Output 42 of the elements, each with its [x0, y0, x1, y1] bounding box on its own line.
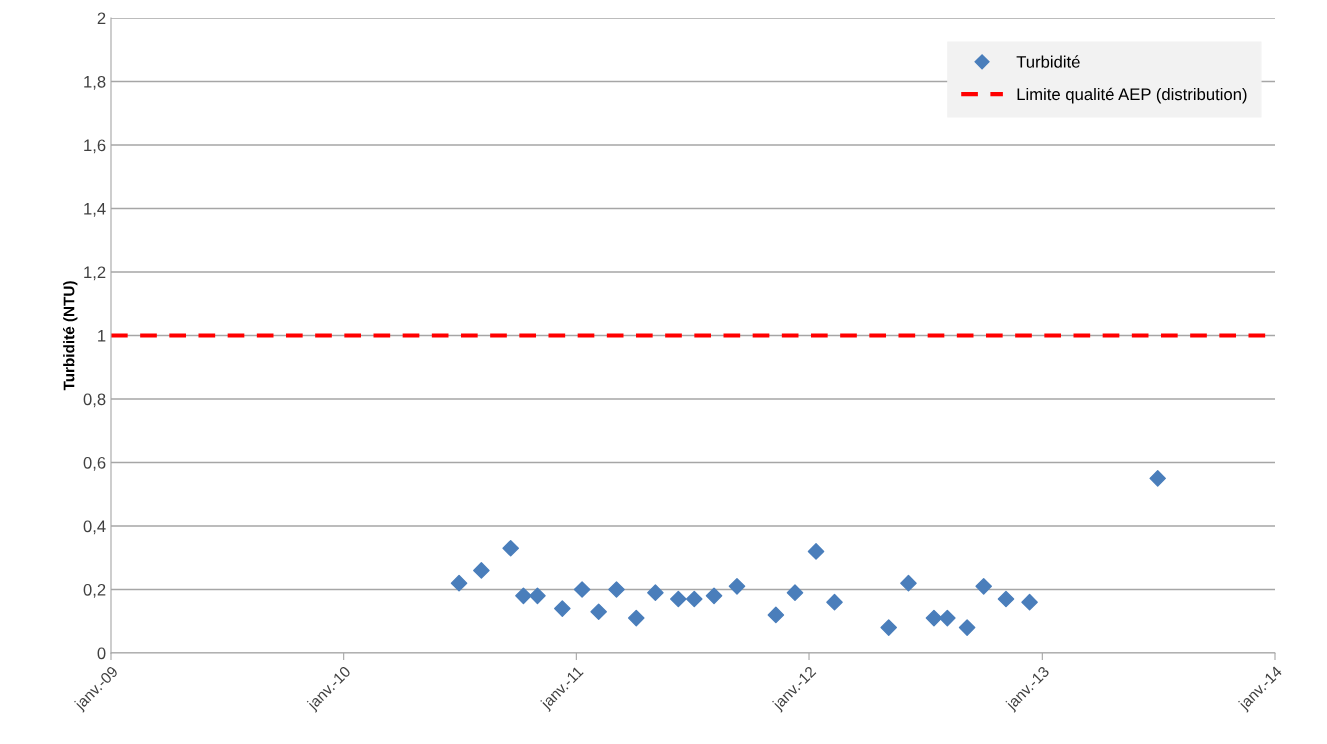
- y-tick-label: 0,8: [83, 393, 106, 408]
- point: [1021, 593, 1038, 611]
- y-tick-label: 0: [97, 647, 106, 660]
- y-tick-label: 0,6: [83, 456, 106, 471]
- point: [502, 539, 519, 557]
- point: [1149, 470, 1167, 487]
- point: [515, 587, 532, 605]
- y-tick-label: 1,4: [84, 203, 106, 217]
- point: [705, 587, 723, 605]
- point: [939, 609, 956, 627]
- point: [473, 562, 490, 579]
- point: [958, 619, 976, 636]
- point: [925, 609, 943, 627]
- point: [767, 606, 785, 624]
- point: [670, 590, 687, 608]
- point: [450, 574, 468, 592]
- legend-label: Limite qualité AEP (distribution): [1017, 87, 1247, 104]
- point: [685, 590, 703, 608]
- point: [728, 578, 746, 595]
- y-tick-label: 1: [98, 330, 106, 342]
- point: [627, 609, 645, 627]
- y-tick-label: 1,8: [84, 75, 106, 90]
- point: [880, 619, 898, 636]
- point: [529, 587, 546, 605]
- y-tick-label: 2: [97, 12, 106, 25]
- point: [975, 578, 992, 595]
- y-tick-label: 0,4: [83, 520, 106, 535]
- point: [608, 581, 625, 598]
- point: [590, 603, 607, 621]
- y-axis-title: Turbidité (NTU): [63, 281, 78, 391]
- point: [573, 581, 591, 598]
- point: [647, 584, 664, 601]
- point: [900, 574, 917, 592]
- y-tick-label: 0,2: [83, 583, 106, 598]
- point: [786, 584, 804, 601]
- point: [997, 590, 1015, 608]
- point: [807, 543, 825, 560]
- legend-label: Turbidité: [1016, 55, 1080, 68]
- y-tick-label: 1,6: [84, 139, 106, 154]
- y-tick-label: 1,2: [84, 266, 106, 281]
- point: [554, 600, 571, 617]
- point: [826, 593, 843, 611]
